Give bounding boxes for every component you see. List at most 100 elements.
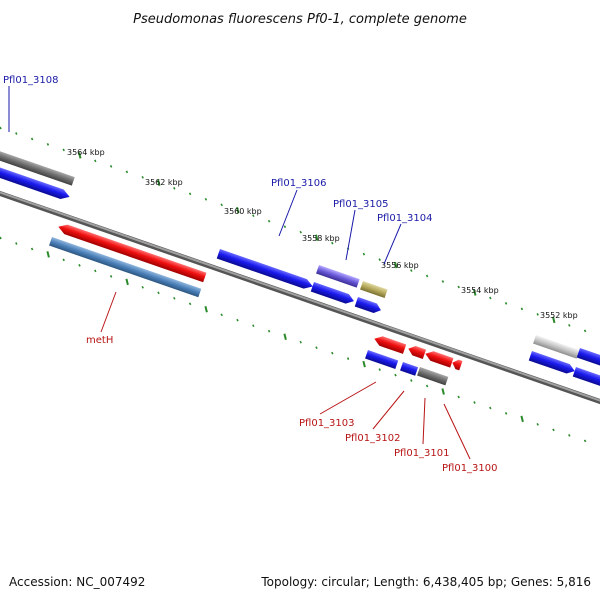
gene-reverse-metH xyxy=(58,224,207,283)
scale-tick xyxy=(299,340,302,344)
scale-tick xyxy=(425,274,429,278)
scale-tick xyxy=(62,148,65,152)
scale-tick xyxy=(457,285,460,289)
scale-tick xyxy=(283,225,287,229)
genome-backbone-highlight xyxy=(0,191,600,402)
scale-tick xyxy=(394,373,397,377)
map-title: Pseudomonas fluorescens Pf0-1, complete … xyxy=(133,12,467,27)
scale-tick xyxy=(489,406,492,410)
scale-tick xyxy=(520,415,524,423)
scale-tick xyxy=(252,214,255,218)
label-gene-3108[interactable]: Pfl01_3108 xyxy=(3,75,59,86)
scale-tick xyxy=(173,296,176,300)
leader-3103 xyxy=(319,381,377,415)
scale-ticks-inner xyxy=(0,236,587,443)
scale-tick xyxy=(552,316,556,324)
scale-tick xyxy=(236,318,239,322)
scale-tick xyxy=(125,278,129,286)
scale-tick xyxy=(30,137,34,141)
gene-forward-3106 xyxy=(216,249,313,289)
scale-tick xyxy=(394,261,398,269)
scale-tick xyxy=(536,313,539,316)
scale-tick xyxy=(536,423,539,426)
gene-reverse-3101 xyxy=(425,351,454,368)
scale-tick xyxy=(267,219,271,223)
label-gene-metH[interactable]: metH xyxy=(86,335,113,346)
scale-tick xyxy=(220,313,223,317)
leader-3105 xyxy=(345,209,356,261)
label-gene-3106[interactable]: Pfl01_3106 xyxy=(271,178,327,189)
scale-tick xyxy=(441,388,445,395)
feature-cog-3104 xyxy=(360,281,388,299)
scale-label-3562: 3562 kbp xyxy=(145,178,183,187)
scale-tick xyxy=(0,126,2,130)
feature-cog-metH xyxy=(49,236,202,298)
scale-tick xyxy=(504,302,508,305)
scale-tick xyxy=(62,258,65,262)
scale-tick xyxy=(331,351,334,355)
label-gene-3100[interactable]: Pfl01_3100 xyxy=(442,463,498,474)
scale-label-3552: 3552 kbp xyxy=(540,311,578,320)
scale-tick xyxy=(188,302,192,306)
feature-cog-3102 xyxy=(400,362,419,376)
accession-text: Accession: NC_007492 xyxy=(9,575,145,589)
scale-tick xyxy=(520,307,524,311)
scale-tick xyxy=(504,412,508,415)
scale-tick xyxy=(46,143,50,146)
scale-tick xyxy=(188,192,192,196)
label-gene-3101[interactable]: Pfl01_3101 xyxy=(394,448,450,459)
scale-tick xyxy=(441,280,445,283)
scale-tick xyxy=(362,252,366,256)
scale-tick xyxy=(457,395,460,399)
scale-tick xyxy=(568,434,571,437)
scale-tick xyxy=(173,186,176,190)
scale-tick xyxy=(157,179,161,187)
scale-tick xyxy=(94,269,97,273)
leader-3106 xyxy=(278,189,298,237)
leader-3100 xyxy=(443,403,471,460)
genome-summary-text: Topology: circular; Length: 6,438,405 bp… xyxy=(260,575,591,589)
scale-tick xyxy=(583,329,587,333)
scale-label-3560: 3560 kbp xyxy=(224,207,262,216)
scale-tick xyxy=(46,251,50,258)
scale-tick xyxy=(362,360,366,368)
scale-tick xyxy=(78,152,82,159)
feature-cog-left xyxy=(0,146,75,186)
scale-tick xyxy=(15,132,18,135)
scale-tick xyxy=(94,159,97,163)
scale-label-3558: 3558 kbp xyxy=(302,234,340,243)
scale-tick xyxy=(30,247,34,251)
scale-tick xyxy=(315,234,319,241)
feature-cog-3103 xyxy=(365,350,399,369)
scale-tick xyxy=(283,333,287,340)
gene-forward-far-right xyxy=(576,348,600,371)
scale-tick xyxy=(583,439,587,443)
label-gene-3102[interactable]: Pfl01_3102 xyxy=(345,433,401,444)
scale-tick xyxy=(109,275,113,278)
scale-tick xyxy=(204,306,208,313)
scale-tick xyxy=(378,258,381,261)
scale-tick xyxy=(410,379,413,382)
gene-forward-3105 xyxy=(310,282,354,304)
label-gene-3105[interactable]: Pfl01_3105 xyxy=(333,199,389,210)
scale-tick xyxy=(78,264,81,267)
scale-tick xyxy=(410,269,413,272)
scale-tick xyxy=(568,324,571,327)
scale-tick xyxy=(378,368,381,371)
scale-tick xyxy=(157,291,160,295)
feature-cog-3101 xyxy=(417,367,449,386)
scale-tick xyxy=(15,242,18,245)
scale-tick xyxy=(109,165,113,168)
scale-tick xyxy=(252,324,255,328)
scale-tick xyxy=(299,230,302,234)
scale-tick xyxy=(315,346,318,350)
scale-tick xyxy=(267,329,271,333)
label-gene-3103[interactable]: Pfl01_3103 xyxy=(299,418,355,429)
scale-ticks-outer xyxy=(0,126,587,333)
label-gene-3104[interactable]: Pfl01_3104 xyxy=(377,213,433,224)
scale-tick xyxy=(552,428,555,432)
gene-reverse-3103 xyxy=(374,336,407,354)
scale-label-3554: 3554 kbp xyxy=(461,286,499,295)
